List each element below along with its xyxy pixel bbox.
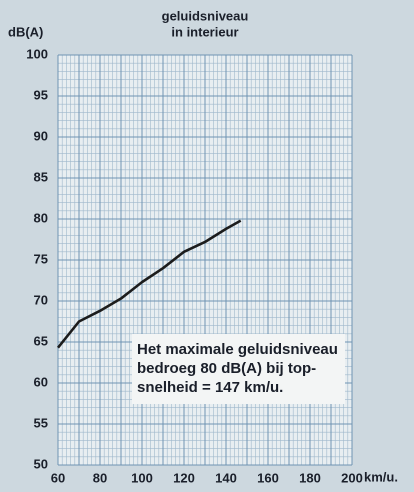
x-tick-label: 140 xyxy=(215,470,237,485)
y-tick-label: 85 xyxy=(34,169,48,184)
y-tick-label: 75 xyxy=(34,251,48,266)
y-tick-label: 100 xyxy=(26,46,48,61)
chart-title: in interieur xyxy=(171,24,238,39)
annotation-box xyxy=(132,334,345,404)
y-axis-label: dB(A) xyxy=(8,24,43,39)
x-tick-label: 80 xyxy=(93,470,107,485)
x-tick-label: 180 xyxy=(299,470,321,485)
x-tick-label: 160 xyxy=(257,470,279,485)
y-tick-label: 50 xyxy=(34,456,48,471)
annotation: snelheid = 147 km/u. xyxy=(137,379,283,396)
x-tick-label: 200 xyxy=(341,470,363,485)
y-tick-label: 65 xyxy=(34,333,48,348)
x-tick-label: 100 xyxy=(131,470,153,485)
y-tick-label: 70 xyxy=(34,292,48,307)
x-tick-label: 60 xyxy=(51,470,65,485)
annotation: bedroeg 80 dB(A) bij top- xyxy=(137,360,316,377)
y-tick-label: 55 xyxy=(34,415,48,430)
chart-title: geluidsniveau xyxy=(162,8,249,23)
data-line xyxy=(56,219,242,349)
x-tick-label: 120 xyxy=(173,470,195,485)
annotation: Het maximale geluidsniveau xyxy=(137,341,338,358)
y-tick-label: 60 xyxy=(34,374,48,389)
y-tick-label: 90 xyxy=(34,128,48,143)
y-tick-label: 95 xyxy=(34,87,48,102)
y-tick-label: 80 xyxy=(34,210,48,225)
x-axis-label: km/u. xyxy=(364,469,398,484)
